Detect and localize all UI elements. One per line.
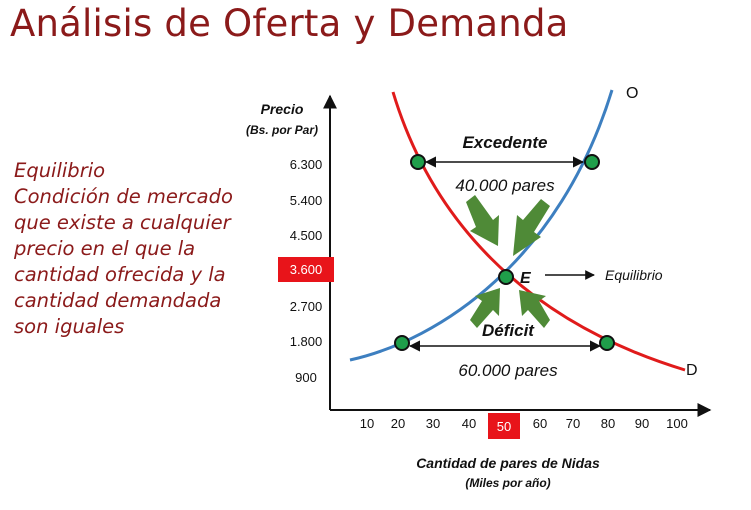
equilibrium-point: [498, 269, 514, 285]
demand-curve: [391, 91, 686, 372]
demand-surplus-point: [410, 154, 426, 170]
y-tick-label: 5.400: [290, 193, 323, 208]
y-tick-label: 2.700: [290, 299, 323, 314]
x-tick-highlight: [488, 413, 520, 439]
x-tick-label: 70: [566, 416, 580, 431]
supply-surplus-point: [584, 154, 600, 170]
x-tick-label: 100: [666, 416, 688, 431]
adjustment-arrow-lower-right: [519, 290, 550, 328]
y-tick-label: 4.500: [290, 228, 323, 243]
definition-line: precio en el que la: [14, 237, 196, 260]
supply-curve: [349, 89, 614, 362]
definition-line: Condición de mercado: [14, 185, 233, 208]
x-tick-label: 80: [601, 416, 615, 431]
y-tick-label: 1.800: [290, 334, 323, 349]
y-tick-label: 900: [295, 370, 317, 385]
x-axis-title: Cantidad de pares de Nidas: [416, 455, 600, 471]
x-axis-subtitle: (Miles por año): [465, 476, 550, 490]
y-tick-highlight: [278, 257, 334, 282]
x-tick-label: 30: [426, 416, 440, 431]
equilibrium-point-label: E: [520, 270, 532, 287]
definition-line: que existe a cualquier: [14, 211, 231, 234]
definition-line: cantidad demandada: [14, 289, 222, 312]
surplus-amount: 40.000 pares: [455, 176, 555, 195]
shortage-amount: 60.000 pares: [458, 361, 558, 380]
demand-shortage-point: [599, 335, 615, 351]
x-tick-label: 60: [533, 416, 547, 431]
adjustment-arrow-upper-left: [466, 195, 499, 246]
x-tick-label: 40: [462, 416, 476, 431]
definition-line: cantidad ofrecida y la: [14, 263, 226, 286]
y-axis-subtitle: (Bs. por Par): [246, 123, 318, 137]
equilibrium-arrow-label: Equilibrio: [605, 267, 663, 283]
y-tick-label: 6.300: [290, 157, 323, 172]
y-axis-title: Precio: [261, 101, 304, 117]
supply-curve-label: O: [626, 85, 638, 102]
definition-line: son iguales: [14, 315, 125, 338]
adjustment-arrows: [466, 195, 550, 328]
demand-curve-label: D: [686, 362, 698, 379]
surplus-label: Excedente: [462, 133, 547, 152]
adjustment-arrow-upper-right: [513, 199, 550, 256]
equilibrium-definition: Equilibrio Condición de mercado que exis…: [14, 158, 244, 340]
page-title: Análisis de Oferta y Demanda: [10, 2, 569, 45]
y-tick-label-highlighted: 3.600: [290, 262, 323, 277]
definition-line: Equilibrio: [14, 159, 106, 182]
supply-shortage-point: [394, 335, 410, 351]
x-tick-label: 90: [635, 416, 649, 431]
x-tick-label-highlighted: 50: [497, 419, 511, 434]
x-tick-label: 20: [391, 416, 405, 431]
shortage-label: Déficit: [482, 321, 535, 340]
adjustment-arrow-lower-left: [470, 288, 500, 328]
x-tick-label: 10: [360, 416, 374, 431]
